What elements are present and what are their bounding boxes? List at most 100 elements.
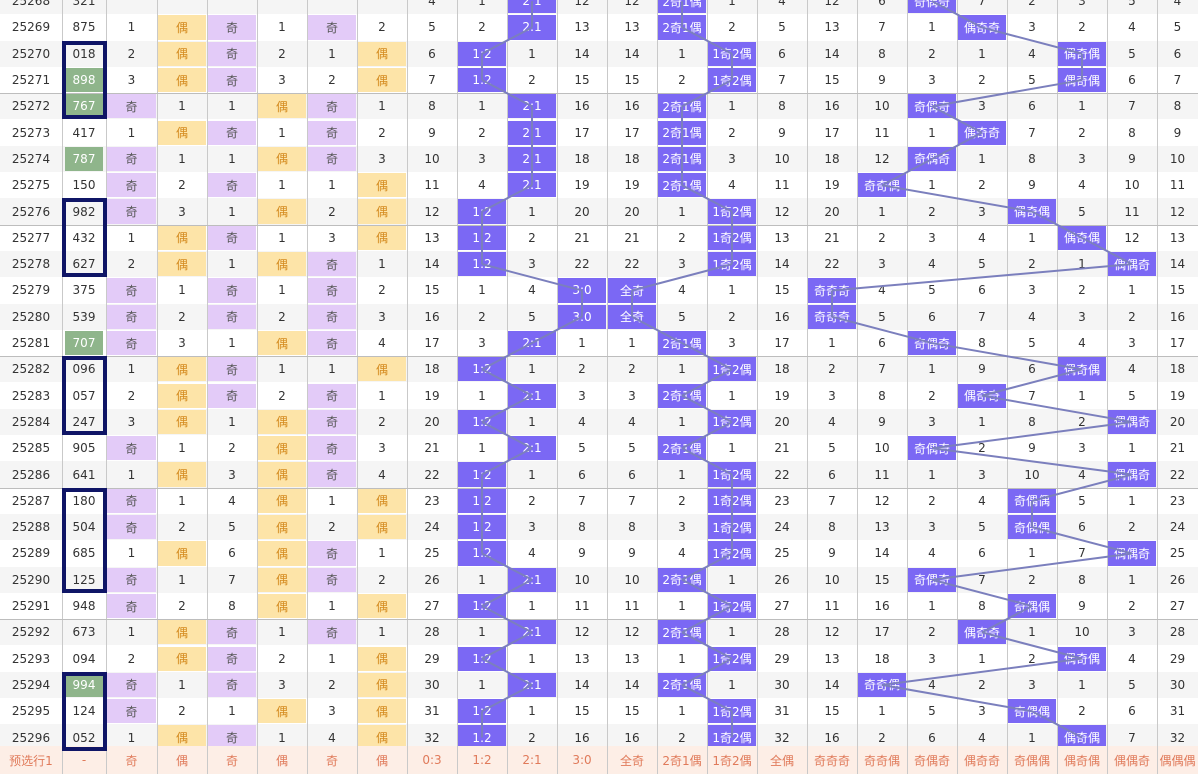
trend-cell: 14	[624, 46, 640, 61]
hit-mark: 1:2	[458, 67, 506, 93]
footer-option[interactable]: 偶偶偶	[1159, 753, 1196, 768]
trend-cell: 7	[428, 73, 436, 88]
trend-cell: 15	[574, 704, 590, 719]
trend-cell: 1	[328, 178, 336, 193]
even-mark: 偶	[258, 330, 306, 356]
trend-cell: 3	[1128, 625, 1136, 640]
footer-option[interactable]: 奇偶偶	[1013, 753, 1050, 768]
trend-cell: 10	[574, 572, 590, 587]
trend-cell: 6	[1028, 99, 1036, 114]
hit-mark: 奇偶奇	[908, 94, 956, 119]
trend-cell: 3	[928, 230, 936, 245]
footer-option[interactable]: 奇奇奇	[813, 753, 850, 768]
footer-option[interactable]: 奇	[125, 753, 138, 768]
trend-cell: 7	[978, 309, 986, 324]
footer-option[interactable]: 偶偶奇	[1113, 753, 1150, 768]
trend-cell: 7	[1028, 388, 1036, 403]
trend-cell: 2	[928, 46, 936, 61]
trend-cell: 4	[978, 493, 986, 508]
trend-cell: 1	[328, 362, 336, 377]
trend-cell: 6	[828, 467, 836, 482]
footer-option[interactable]: 3:0	[572, 753, 592, 767]
trend-cell: 2	[328, 73, 336, 88]
issue-number: 25277	[11, 230, 51, 245]
column-divider	[557, 0, 558, 774]
footer-option[interactable]: 1:2	[472, 753, 492, 767]
hit-mark: 全奇	[608, 278, 656, 303]
hit-mark: 偶偶奇	[1108, 462, 1156, 487]
trend-cell: 20	[774, 414, 790, 429]
even-mark: 偶	[358, 67, 406, 93]
trend-cell: 3	[1078, 0, 1086, 9]
footer-option[interactable]: 偶奇偶	[1063, 753, 1100, 768]
even-mark: 偶	[258, 593, 306, 619]
trend-cell: 11	[774, 178, 790, 193]
draw-number: 994	[65, 672, 103, 698]
trend-cell: 9	[1028, 178, 1036, 193]
trend-cell: 2	[328, 204, 336, 219]
footer-option[interactable]: 奇奇偶	[863, 753, 900, 768]
hit-mark: 1奇2偶	[708, 646, 756, 671]
even-mark: 偶	[158, 462, 206, 487]
group-divider	[0, 224, 1198, 226]
trend-cell: 3	[478, 336, 486, 351]
trend-cell: 1	[728, 0, 736, 9]
trend-cell: 5	[1078, 204, 1086, 219]
footer-option[interactable]: 2:1	[522, 753, 542, 767]
trend-cell: 1	[228, 414, 236, 429]
hit-mark: 奇奇奇	[808, 304, 856, 329]
trend-cell: 15	[624, 73, 640, 88]
hit-mark: 1:2	[458, 515, 506, 540]
hit-mark: 1奇2偶	[708, 357, 756, 382]
trend-cell: 7	[778, 73, 786, 88]
trend-cell: 4	[328, 730, 336, 745]
issue-number: 25270	[11, 46, 51, 61]
trend-cell: 6	[978, 283, 986, 298]
trend-cell: 1	[528, 599, 536, 614]
footer-option[interactable]: 奇	[325, 753, 338, 768]
trend-cell: 16	[624, 730, 640, 745]
footer-option[interactable]: 全偶	[769, 753, 794, 768]
footer-option[interactable]: 偶	[175, 753, 188, 768]
issue-number: 25290	[11, 572, 51, 587]
hit-mark: 1奇2偶	[708, 541, 756, 566]
footer-option[interactable]: 偶奇奇	[963, 753, 1000, 768]
trend-cell: 18	[774, 362, 790, 377]
trend-cell: 2	[678, 493, 686, 508]
even-mark: 偶	[358, 515, 406, 540]
footer-option[interactable]: 奇偶奇	[913, 753, 950, 768]
footer-option[interactable]: 2奇1偶	[662, 753, 702, 768]
trend-cell: 21	[824, 230, 840, 245]
footer-option[interactable]: 全奇	[619, 753, 644, 768]
trend-cell: 29	[1169, 651, 1186, 666]
footer-option[interactable]: 偶	[375, 753, 388, 768]
trend-cell: 5	[978, 520, 986, 535]
footer-option[interactable]: 0:3	[422, 753, 442, 767]
footer-option[interactable]: 偶	[275, 753, 288, 768]
column-divider	[307, 0, 308, 774]
trend-cell: 3	[878, 257, 886, 272]
trend-cell: 5	[528, 309, 536, 324]
hit-mark: 2奇1偶	[658, 173, 706, 198]
trend-cell: 1	[378, 99, 386, 114]
footer-option[interactable]: 1奇2偶	[712, 753, 752, 768]
hit-mark: 1:2	[458, 357, 506, 382]
odd-mark: 奇	[107, 436, 156, 461]
hit-mark: 1:2	[458, 541, 506, 566]
trend-cell: 1	[228, 151, 236, 166]
trend-cell: 9	[1173, 125, 1182, 140]
trend-cell: 16	[824, 730, 840, 745]
trend-cell: 13	[874, 520, 890, 535]
footer-option[interactable]: 奇	[225, 753, 238, 768]
trend-cell: 1	[478, 572, 486, 587]
trend-cell: 2	[278, 309, 286, 324]
trend-cell: 3	[178, 336, 186, 351]
trend-cell: 7	[1128, 99, 1136, 114]
hit-mark: 2奇1偶	[658, 436, 706, 461]
trend-cell: 1	[478, 677, 486, 692]
trend-cell: 1	[127, 362, 136, 377]
trend-cell: 3	[1028, 283, 1036, 298]
odd-mark: 奇	[308, 541, 356, 566]
trend-cell: 3	[978, 467, 986, 482]
hit-mark: 偶偶奇	[1108, 409, 1156, 435]
